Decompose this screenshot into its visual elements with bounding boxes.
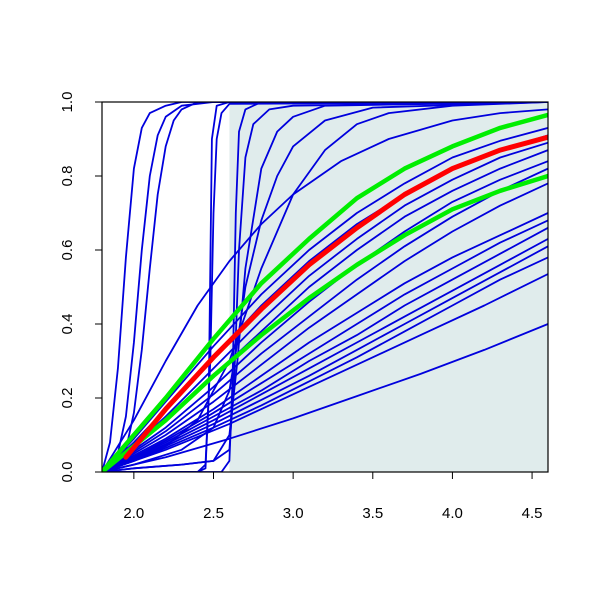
series-line-curve-13: [102, 108, 548, 472]
x-tick-label: 4.0: [442, 505, 463, 522]
series-line-highlight-0: [123, 134, 548, 460]
series-line-curve-25: [102, 245, 548, 472]
x-tick-label: 4.5: [522, 505, 543, 522]
series-line-curve-11: [102, 102, 548, 472]
y-tick-label: 0.0: [59, 462, 76, 483]
y-tick-label: 0.2: [59, 388, 76, 409]
series-line-curve-18: [102, 160, 548, 472]
x-tick-label: 3.0: [283, 505, 304, 522]
series-line-curve-21: [102, 212, 548, 472]
series-line-curve-20: [102, 182, 548, 472]
x-tick-label: 2.0: [123, 505, 144, 522]
series-line-curve-14: [102, 127, 548, 472]
series-line-bound-1: [102, 112, 548, 472]
series-line-curve-23: [102, 226, 548, 472]
y-tick-label: 0.8: [59, 166, 76, 187]
axis-layer: 2.0 2.5 3.0 3.5 4.0 4.5 0.0 0.2 0.4 0.6 0.8 1.0: [59, 92, 543, 522]
series-layer: [102, 102, 548, 472]
series-line-curve-26: [102, 256, 548, 472]
x-tick-label: 2.5: [203, 505, 224, 522]
series-line-bound-2: [102, 173, 548, 472]
series-line-curve-6: [102, 102, 548, 472]
series-line-curve-19: [102, 167, 548, 472]
series-line-curve-22: [102, 219, 548, 472]
series-line-curve-3: [102, 102, 548, 472]
series-line-curve-28: [102, 323, 548, 472]
y-tick-label: 0.6: [59, 240, 76, 261]
series-line-curve-24: [102, 237, 548, 472]
x-tick-label: 3.5: [362, 505, 383, 522]
y-tick-label: 1.0: [59, 92, 76, 113]
plot-frame: [101, 101, 549, 473]
y-tick-label: 0.4: [59, 314, 76, 335]
series-line-curve-27: [102, 273, 548, 472]
